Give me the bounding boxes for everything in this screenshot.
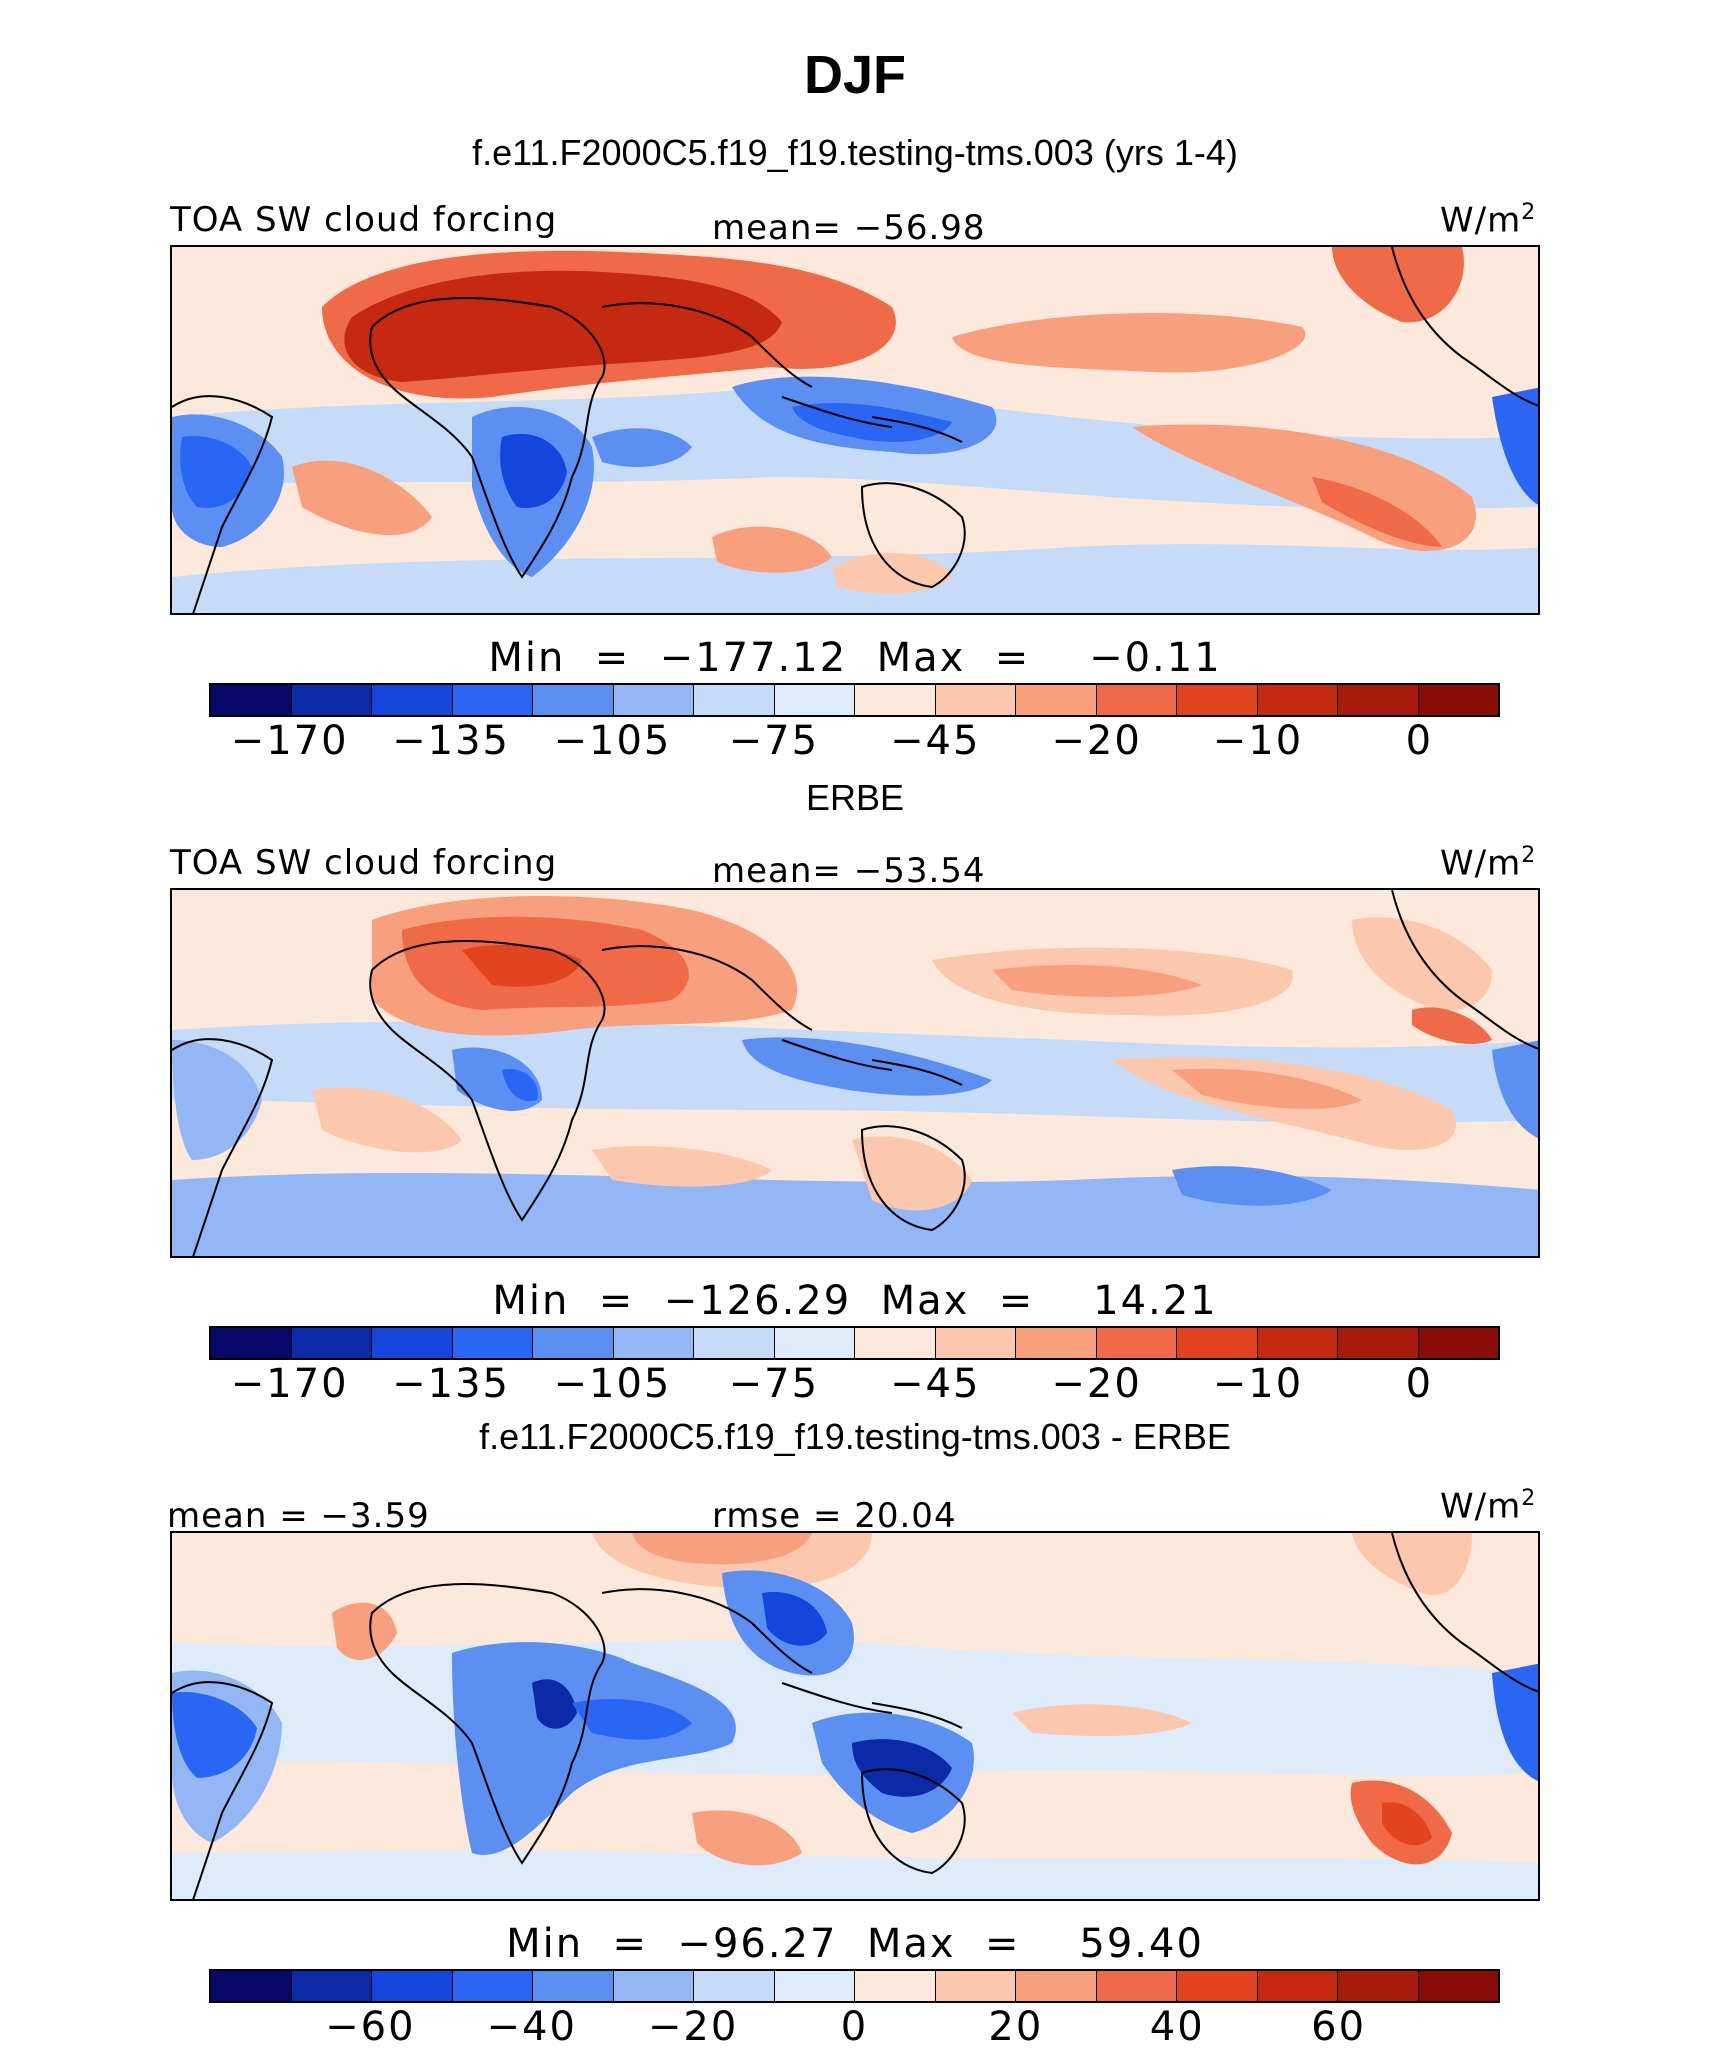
colorbar-tick: 0 <box>1405 1361 1434 1407</box>
colorbar-swatch <box>372 685 453 715</box>
colorbar-tick: 40 <box>1149 2004 1205 2050</box>
colorbar-swatch <box>1016 1328 1097 1358</box>
panel-3-title: f.e11.F2000C5.f19_f19.testing-tms.003 - … <box>479 1416 1231 1457</box>
colorbar-swatch <box>694 1971 775 2001</box>
colorbar-tick: −40 <box>486 2004 577 2050</box>
colorbar-swatch <box>533 1328 614 1358</box>
colorbar-swatch <box>211 1971 292 2001</box>
colorbar-tick: −45 <box>889 1361 981 1407</box>
colorbar-swatch <box>1177 1328 1258 1358</box>
panel-3-mean-label: mean = −3.59 <box>167 1496 430 1536</box>
colorbar-swatch <box>613 1971 694 2001</box>
colorbar-swatch <box>774 1328 855 1358</box>
colorbar-tick: −135 <box>392 718 510 764</box>
colorbar-swatch <box>774 685 855 715</box>
panel-2-colorbar-ticks: −170 −135 −105 −75 −45 −20 −10 0 <box>209 1361 1500 1411</box>
colorbar-swatch <box>1177 685 1258 715</box>
panel-1-left-label: TOA SW cloud forcing <box>170 200 558 240</box>
colorbar-swatch <box>1096 1328 1177 1358</box>
colorbar-tick: 0 <box>840 2004 869 2050</box>
colorbar-swatch <box>694 1328 775 1358</box>
panel-3-colorbar-ticks: −60 −40 −20 0 20 40 60 <box>209 2004 1500 2054</box>
colorbar-tick: −170 <box>230 1361 349 1407</box>
colorbar-swatch <box>935 685 1016 715</box>
panel-2-units: W/m2 <box>1440 843 1537 884</box>
colorbar-tick: −20 <box>1051 718 1142 764</box>
colorbar-tick: −170 <box>230 718 349 764</box>
colorbar-tick: −10 <box>1212 718 1304 764</box>
colorbar-swatch <box>1016 685 1097 715</box>
colorbar-swatch <box>291 1971 372 2001</box>
panel-2-minmax: Min = −126.29 Max = 14.21 <box>492 1278 1218 1324</box>
colorbar-swatch <box>855 1328 936 1358</box>
colorbar-swatch <box>533 1971 614 2001</box>
colorbar-swatch <box>211 685 292 715</box>
panel-3-map <box>170 1531 1540 1901</box>
colorbar-swatch <box>1096 685 1177 715</box>
colorbar-swatch <box>1418 1971 1498 2001</box>
colorbar-swatch <box>935 1328 1016 1358</box>
colorbar-tick: −135 <box>392 1361 510 1407</box>
colorbar-swatch <box>1338 685 1419 715</box>
colorbar-swatch <box>291 1328 372 1358</box>
panel-1-minmax: Min = −177.12 Max = −0.11 <box>488 635 1222 681</box>
panel-1-title: f.e11.F2000C5.f19_f19.testing-tms.003 (y… <box>472 132 1238 173</box>
panel-1-units: W/m2 <box>1440 200 1537 241</box>
panel-3-minmax: Min = −96.27 Max = 59.40 <box>506 1921 1204 1967</box>
panel-1-colorbar <box>209 683 1500 717</box>
panel-2-colorbar <box>209 1326 1500 1360</box>
colorbar-tick: −10 <box>1212 1361 1304 1407</box>
colorbar-swatch <box>211 1328 292 1358</box>
colorbar-tick: 60 <box>1311 2004 1367 2050</box>
colorbar-swatch <box>774 1971 855 2001</box>
colorbar-tick: 0 <box>1405 718 1434 764</box>
colorbar-swatch <box>452 1328 533 1358</box>
colorbar-swatch <box>613 685 694 715</box>
colorbar-tick: −45 <box>889 718 981 764</box>
colorbar-swatch <box>1257 685 1338 715</box>
colorbar-swatch <box>1338 1971 1419 2001</box>
colorbar-swatch <box>372 1328 453 1358</box>
panel-2-title: ERBE <box>805 777 905 818</box>
panel-1-colorbar-ticks: −170 −135 −105 −75 −45 −20 −10 0 <box>209 718 1500 768</box>
panel-3-units: W/m2 <box>1440 1486 1537 1527</box>
colorbar-tick: −60 <box>325 2004 416 2050</box>
colorbar-swatch <box>1177 1971 1258 2001</box>
colorbar-swatch <box>935 1971 1016 2001</box>
colorbar-swatch <box>1096 1971 1177 2001</box>
colorbar-swatch <box>1016 1971 1097 2001</box>
colorbar-tick: −75 <box>728 1361 820 1407</box>
colorbar-swatch <box>855 685 936 715</box>
colorbar-swatch <box>533 685 614 715</box>
colorbar-tick: −20 <box>647 2004 739 2050</box>
colorbar-swatch <box>855 1971 936 2001</box>
colorbar-tick: −75 <box>728 718 820 764</box>
colorbar-tick: −105 <box>553 718 672 764</box>
panel-2-left-label: TOA SW cloud forcing <box>170 843 558 883</box>
panel-1-map <box>170 245 1540 615</box>
colorbar-swatch <box>1418 685 1498 715</box>
colorbar-swatch <box>1338 1328 1419 1358</box>
colorbar-swatch <box>1418 1328 1498 1358</box>
colorbar-swatch <box>452 1971 533 2001</box>
colorbar-tick: −20 <box>1051 1361 1142 1407</box>
colorbar-swatch <box>452 685 533 715</box>
colorbar-swatch <box>694 685 775 715</box>
panel-3-rmse-label: rmse = 20.04 <box>712 1496 957 1536</box>
colorbar-tick: 20 <box>988 2004 1044 2050</box>
panel-2-map <box>170 888 1540 1258</box>
colorbar-swatch <box>1257 1328 1338 1358</box>
panel-1-mean-label: mean= −56.98 <box>712 208 986 248</box>
figure-title: DJF <box>803 45 906 105</box>
colorbar-swatch <box>1257 1971 1338 2001</box>
colorbar-swatch <box>372 1971 453 2001</box>
colorbar-swatch <box>291 685 372 715</box>
colorbar-swatch <box>613 1328 694 1358</box>
panel-2-mean-label: mean= −53.54 <box>712 851 986 891</box>
panel-3-colorbar <box>209 1969 1500 2003</box>
colorbar-tick: −105 <box>553 1361 672 1407</box>
